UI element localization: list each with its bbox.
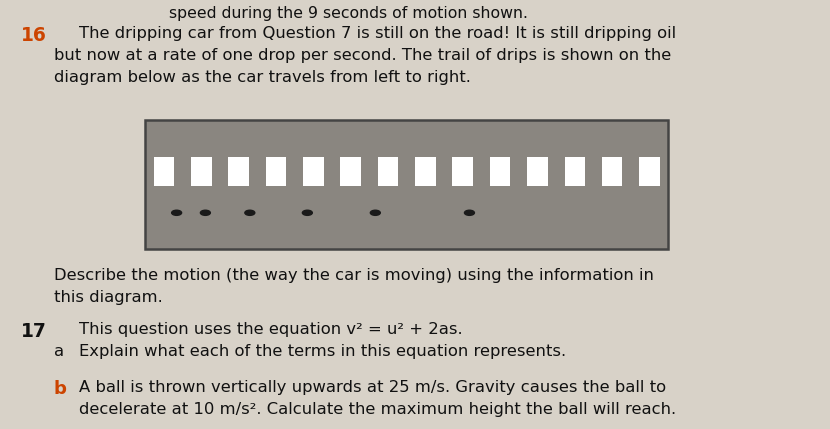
Circle shape: [370, 210, 380, 215]
Text: 17: 17: [21, 322, 46, 341]
Bar: [228, 157, 249, 186]
Bar: [452, 157, 473, 186]
Circle shape: [302, 210, 312, 215]
Bar: [378, 157, 398, 186]
Text: The dripping car from Question 7 is still on the road! It is still dripping oil: The dripping car from Question 7 is stil…: [79, 26, 676, 41]
Circle shape: [172, 210, 182, 215]
Bar: [639, 157, 660, 186]
Bar: [527, 157, 548, 186]
Bar: [145, 120, 668, 249]
Circle shape: [245, 210, 255, 215]
Text: decelerate at 10 m/s². Calculate the maximum height the ball will reach.: decelerate at 10 m/s². Calculate the max…: [79, 402, 676, 417]
Text: diagram below as the car travels from left to right.: diagram below as the car travels from le…: [54, 70, 471, 85]
Bar: [490, 157, 510, 186]
Bar: [564, 157, 585, 186]
Text: but now at a rate of one drop per second. The trail of drips is shown on the: but now at a rate of one drop per second…: [54, 48, 671, 63]
Text: speed during the 9 seconds of motion shown.: speed during the 9 seconds of motion sho…: [169, 6, 528, 21]
Text: This question uses the equation v² = u² + 2as.: This question uses the equation v² = u² …: [79, 322, 462, 337]
Text: 16: 16: [21, 26, 46, 45]
Circle shape: [200, 210, 210, 215]
Bar: [266, 157, 286, 186]
Bar: [602, 157, 622, 186]
Bar: [303, 157, 324, 186]
Bar: [191, 157, 212, 186]
Text: A ball is thrown vertically upwards at 25 m/s. Gravity causes the ball to: A ball is thrown vertically upwards at 2…: [79, 380, 666, 395]
Text: this diagram.: this diagram.: [54, 290, 163, 305]
Bar: [340, 157, 361, 186]
Text: a: a: [54, 344, 64, 359]
Circle shape: [465, 210, 475, 215]
Text: Describe the motion (the way the car is moving) using the information in: Describe the motion (the way the car is …: [54, 268, 654, 283]
Bar: [154, 157, 174, 186]
Bar: [415, 157, 436, 186]
Text: Explain what each of the terms in this equation represents.: Explain what each of the terms in this e…: [79, 344, 566, 359]
Text: b: b: [54, 380, 67, 398]
